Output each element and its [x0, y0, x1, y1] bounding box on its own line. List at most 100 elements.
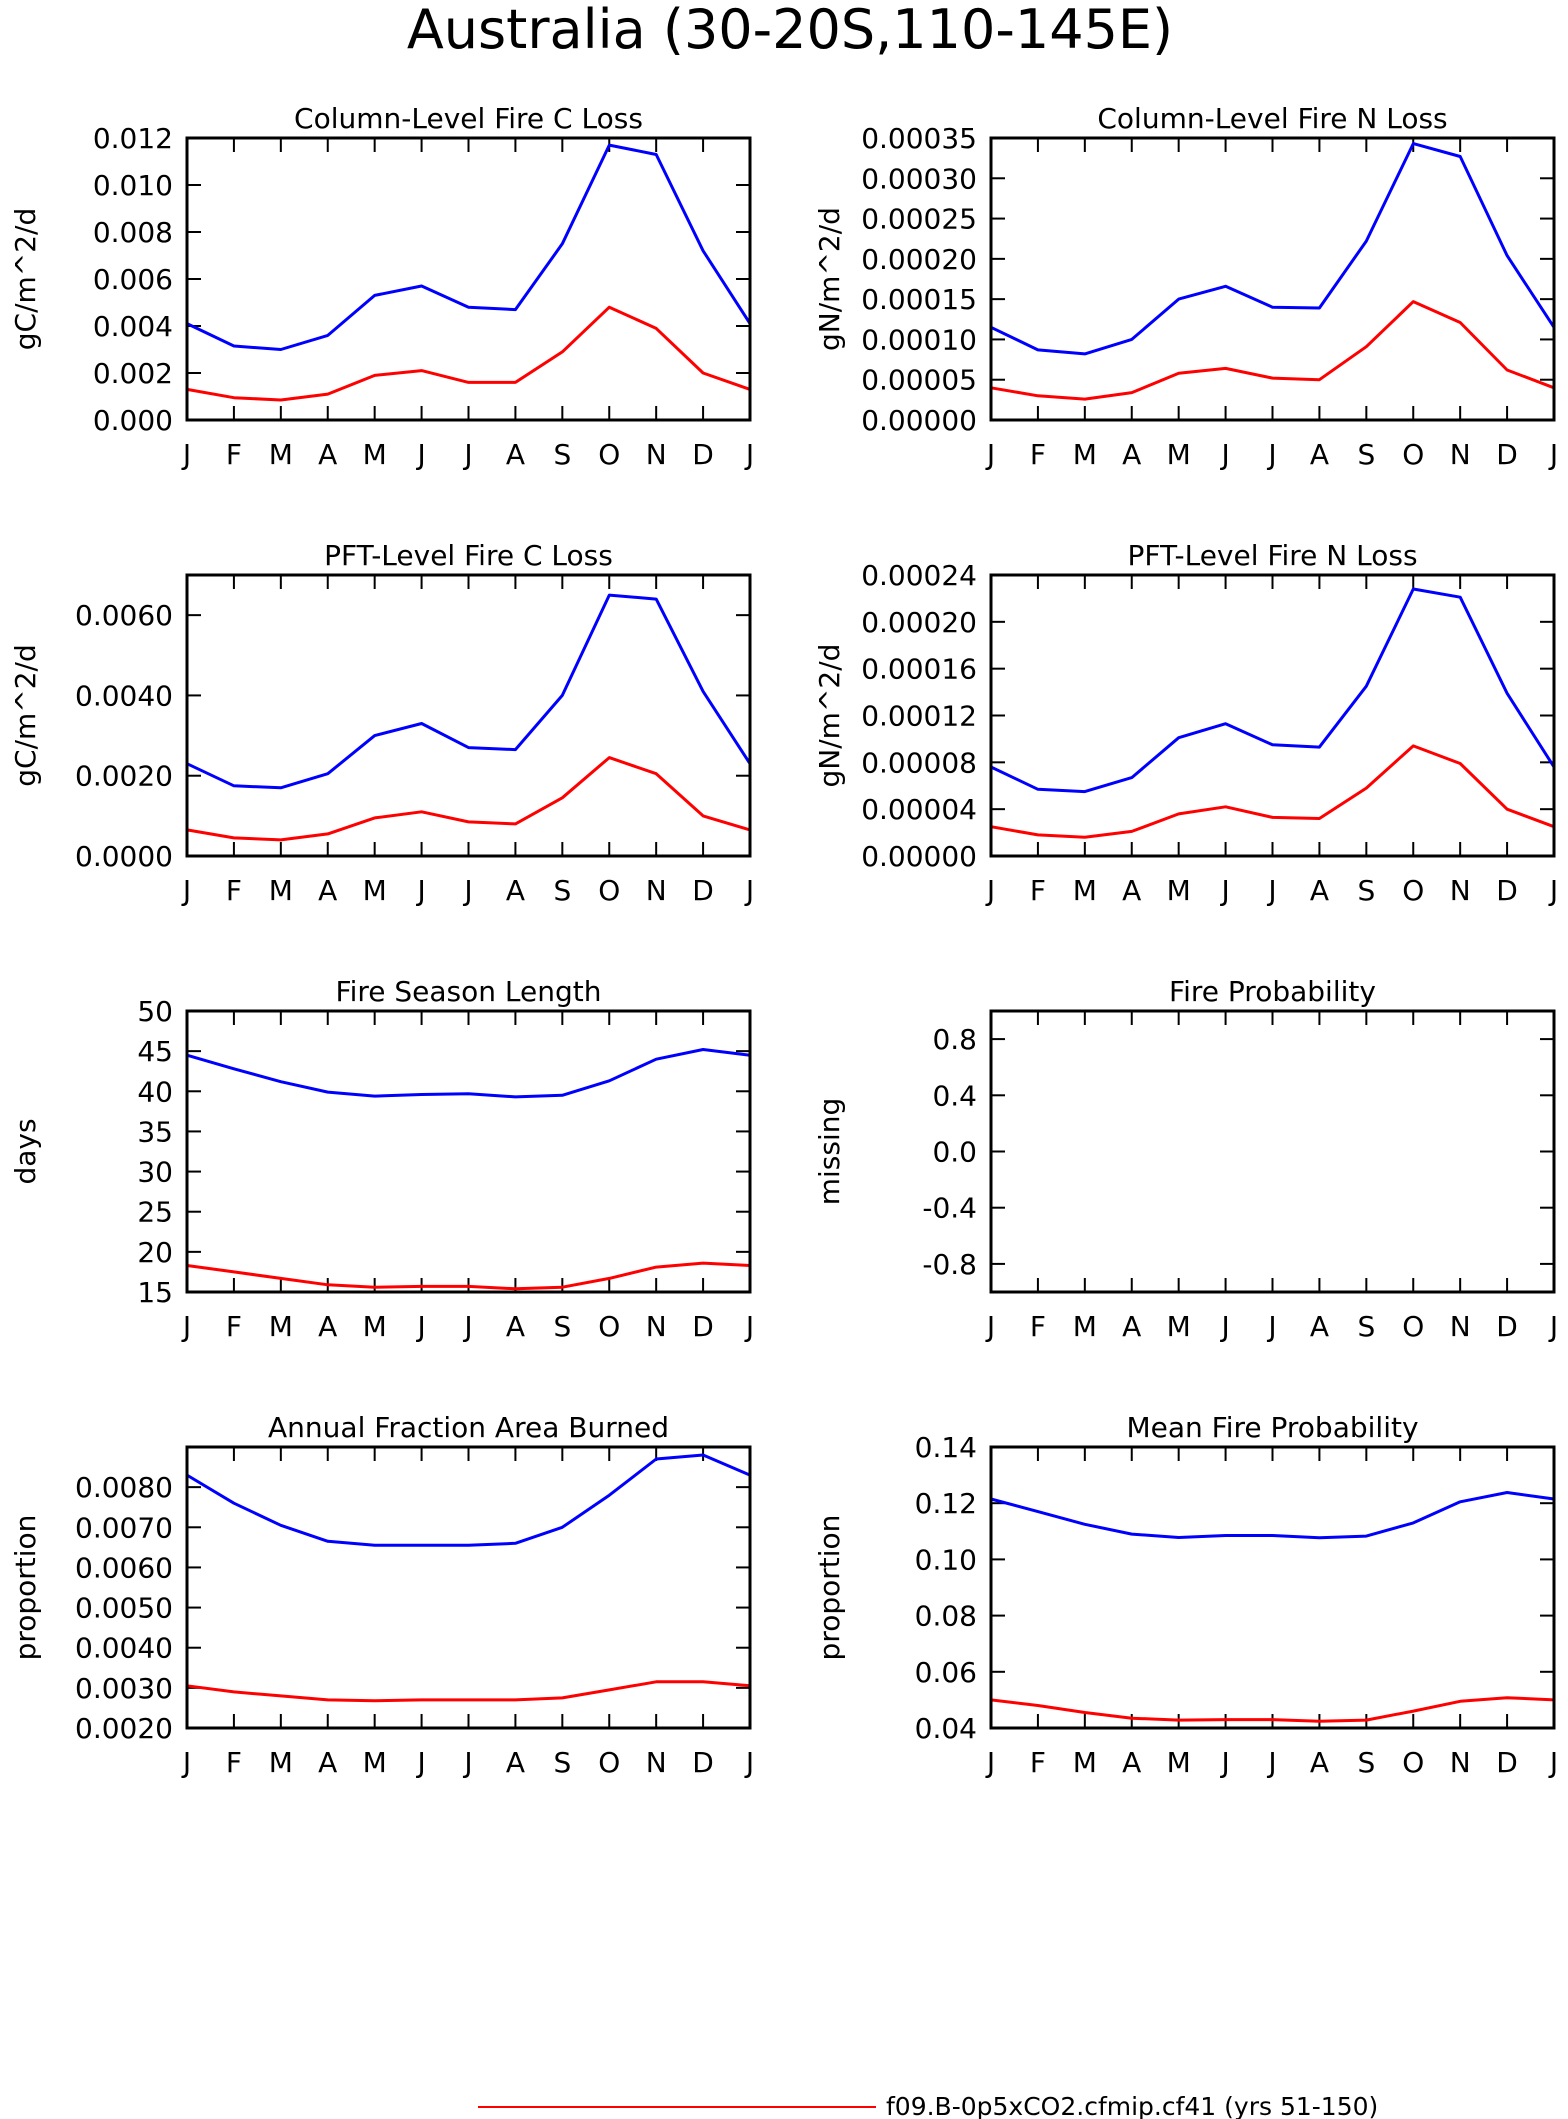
- x-tick-label: S: [553, 874, 571, 907]
- y-tick-label: 40: [137, 1075, 173, 1108]
- x-tick-label: J: [1548, 874, 1558, 907]
- y-tick-label: 0.0040: [75, 679, 173, 712]
- x-tick-label: M: [269, 438, 293, 471]
- y-tick-label: 0.002: [93, 357, 173, 390]
- x-tick-label: O: [1402, 874, 1424, 907]
- y-tick-label: 0.00020: [861, 243, 977, 276]
- x-tick-label: J: [1266, 874, 1276, 907]
- plot-frame: [989, 573, 1556, 858]
- figure-title: Australia (30-20S,110-145E): [407, 0, 1173, 61]
- series-line-2: [186, 1261, 751, 1291]
- x-tick-label: J: [744, 874, 754, 907]
- y-tick-label: 0.4: [932, 1079, 977, 1112]
- x-tick-label: D: [692, 438, 714, 471]
- x-tick-label: J: [415, 438, 425, 471]
- x-tick-label: J: [181, 874, 191, 907]
- x-tick-label: O: [598, 1310, 620, 1343]
- x-tick-label: F: [226, 438, 242, 471]
- panels: Column-Level Fire C Loss gC/m^2/d 0.000 0.0…: [9, 102, 1558, 1779]
- x-tick-label: J: [1266, 1310, 1276, 1343]
- plot-frame: [989, 1445, 1556, 1730]
- x-tick-label: F: [226, 874, 242, 907]
- x-tick-label: M: [269, 874, 293, 907]
- y-tick-label: 0.0060: [75, 599, 173, 632]
- x-tick-label: A: [1122, 438, 1141, 471]
- x-tick-label: F: [226, 1310, 242, 1343]
- x-tick-label: J: [985, 438, 995, 471]
- x-tick-label: J: [462, 874, 472, 907]
- panel-title: PFT-Level Fire C Loss: [324, 539, 613, 572]
- y-tick-label: 0.08: [915, 1600, 977, 1633]
- series-line-2: [990, 744, 1555, 839]
- x-tick-label: F: [226, 1746, 242, 1779]
- y-tick-label: 0.00000: [861, 840, 977, 873]
- x-tick-label: J: [1266, 1746, 1276, 1779]
- panel-title: PFT-Level Fire N Loss: [1127, 539, 1417, 572]
- chart-panel-5: Fire Season Length days 15 20 25 30 35 40 45 50 J F…: [9, 975, 754, 1343]
- x-tick-label: A: [506, 874, 525, 907]
- series-line-2: [186, 305, 751, 402]
- x-tick-label: J: [1548, 1746, 1558, 1779]
- y-tick-label: 0.04: [915, 1712, 977, 1745]
- y-tick-label: 50: [137, 995, 173, 1028]
- y-tick-label: 0.010: [93, 169, 173, 202]
- y-tick-label: 0.004: [93, 310, 173, 343]
- x-tick-label: A: [318, 1746, 337, 1779]
- y-axis-label: gC/m^2/d: [9, 208, 42, 351]
- x-tick-label: A: [506, 438, 525, 471]
- x-tick-label: S: [553, 1746, 571, 1779]
- x-tick-label: J: [1266, 438, 1276, 471]
- x-tick-label: M: [269, 1310, 293, 1343]
- y-tick-label: 0.0: [932, 1136, 977, 1169]
- y-axis-label: gN/m^2/d: [813, 207, 846, 351]
- y-tick-label: 0.14: [915, 1431, 977, 1464]
- y-tick-label: 0.0080: [75, 1471, 173, 1504]
- y-tick-label: 0.0040: [75, 1632, 173, 1665]
- plot-frame: [989, 136, 1556, 422]
- x-tick-label: J: [744, 1310, 754, 1343]
- y-tick-label: 30: [137, 1156, 173, 1189]
- y-tick-label: 0.00020: [861, 606, 977, 639]
- y-tick-label: 0.0030: [75, 1672, 173, 1705]
- chart-panel-8: Mean Fire Probability proportion 0.04 0.06 0…: [813, 1411, 1558, 1779]
- x-tick-label: O: [598, 1746, 620, 1779]
- x-tick-label: F: [1030, 874, 1046, 907]
- x-tick-label: D: [1496, 1310, 1518, 1343]
- x-tick-label: J: [462, 438, 472, 471]
- y-tick-label: 45: [137, 1035, 173, 1068]
- x-tick-label: A: [506, 1746, 525, 1779]
- x-tick-label: A: [318, 1310, 337, 1343]
- y-tick-label: 0.000: [93, 404, 173, 437]
- y-tick-label: 0.10: [915, 1543, 977, 1576]
- x-tick-label: M: [363, 1310, 387, 1343]
- x-tick-label: F: [1030, 1746, 1046, 1779]
- x-tick-label: N: [646, 438, 667, 471]
- series-line-1: [186, 593, 752, 790]
- series-line-1: [990, 1491, 1555, 1540]
- x-tick-label: N: [646, 1746, 667, 1779]
- x-tick-label: N: [646, 874, 667, 907]
- y-tick-label: 0.0020: [75, 1712, 173, 1745]
- plot-frame: [989, 1009, 1556, 1294]
- y-tick-label: 0.00035: [861, 122, 977, 155]
- x-tick-label: J: [415, 874, 425, 907]
- series-line-1: [990, 587, 1556, 794]
- y-tick-label: 0.12: [915, 1487, 977, 1520]
- x-tick-label: D: [1496, 438, 1518, 471]
- x-tick-label: M: [1167, 874, 1191, 907]
- x-tick-label: J: [1219, 874, 1229, 907]
- y-axis-label: proportion: [813, 1515, 846, 1661]
- y-tick-label: 0.00016: [861, 653, 977, 686]
- x-tick-label: J: [181, 1746, 191, 1779]
- y-tick-label: -0.8: [922, 1248, 977, 1281]
- series-line-2: [186, 1680, 751, 1703]
- chart-panel-4: PFT-Level Fire N Loss gN/m^2/d 0.00000 0.00…: [813, 539, 1558, 907]
- x-tick-label: M: [363, 874, 387, 907]
- x-tick-label: J: [415, 1746, 425, 1779]
- series-line-2: [990, 1696, 1555, 1723]
- panel-title: Mean Fire Probability: [1126, 1411, 1418, 1444]
- x-tick-label: A: [1310, 438, 1329, 471]
- x-tick-label: J: [181, 438, 191, 471]
- plot-frame: [185, 1009, 752, 1294]
